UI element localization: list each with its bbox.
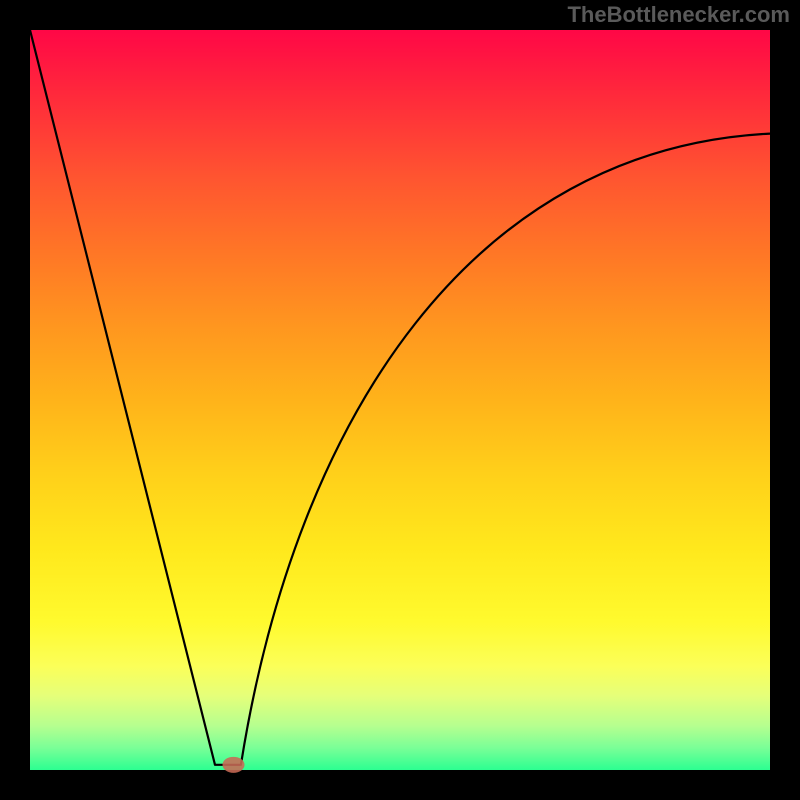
bottleneck-chart bbox=[0, 0, 800, 800]
optimal-marker bbox=[223, 757, 245, 773]
gradient-plot-area bbox=[30, 30, 770, 770]
chart-container: TheBottlenecker.com bbox=[0, 0, 800, 800]
watermark-text: TheBottlenecker.com bbox=[567, 2, 790, 28]
